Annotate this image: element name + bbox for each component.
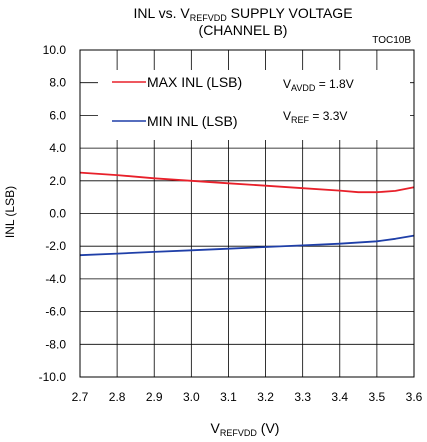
x-tick-label: 3.3 [294, 390, 311, 404]
x-tick-label: 2.8 [109, 390, 126, 404]
x-tick-label: 3.0 [183, 390, 200, 404]
chart-title-sub: REFVDD [190, 13, 228, 23]
y-tick-label: -8.0 [45, 337, 66, 351]
y-tick-label: -4.0 [45, 272, 66, 286]
y-tick-label: -6.0 [45, 305, 66, 319]
chart-title: INL vs. VREFVDD SUPPLY VOLTAGE [133, 5, 352, 23]
x-tick-label: 3.4 [331, 390, 348, 404]
x-tick-label: 3.6 [406, 390, 423, 404]
x-tick-label: 2.7 [72, 390, 89, 404]
y-tick-label: 8.0 [49, 76, 66, 90]
series-line-min-inl [79, 234, 415, 257]
chart-title-rest: SUPPLY VOLTAGE [227, 5, 353, 21]
y-axis-label: INL (LSB) [3, 186, 17, 238]
annotation-vavdd-rest: = 1.8V [315, 77, 353, 91]
annotation-vref-main: V [283, 109, 291, 123]
y-tick-label: 0.0 [49, 207, 66, 221]
y-tick-label: -10.0 [39, 370, 67, 384]
annotation-vavdd-main: V [283, 77, 291, 91]
annotation-vavdd: VAVDD = 1.8V [283, 77, 354, 93]
y-tick-label: 6.0 [49, 108, 66, 122]
x-tick-labels: 2.7 2.8 2.9 3.0 3.1 3.2 3.3 3.4 3.5 3.6 [72, 390, 423, 404]
chart-code: TOC10B [372, 35, 411, 46]
annotation-vref-sub: REF [291, 115, 310, 125]
x-tick-label: 2.9 [146, 390, 163, 404]
series-lines [79, 171, 415, 257]
y-tick-labels: -10.0 -8.0 -6.0 -4.0 -2.0 0.0 2.0 4.0 6.0 8.0 10.0 [39, 43, 67, 384]
legend-label-min: MIN INL (LSB) [147, 113, 238, 129]
annotation-vref: VREF = 3.3V [283, 109, 347, 125]
y-tick-label: 4.0 [49, 141, 66, 155]
y-tick-label: 2.0 [49, 174, 66, 188]
series-line-max-inl [79, 171, 415, 194]
x-tick-label: 3.2 [257, 390, 274, 404]
x-tick-label: 3.1 [220, 390, 237, 404]
x-axis-label-rest: (V) [257, 420, 280, 436]
annotation-vref-rest: = 3.3V [309, 109, 347, 123]
chart-title-main: INL vs. V [133, 5, 190, 21]
x-axis-label-sub: REFVDD [220, 428, 258, 438]
chart-title-line2: (CHANNEL B) [199, 22, 288, 38]
y-tick-label: 10.0 [43, 43, 67, 57]
plot-frame [79, 49, 415, 378]
annotation-vavdd-sub: AVDD [291, 83, 316, 93]
legend-label-max: MAX INL (LSB) [147, 74, 242, 90]
x-tick-label: 3.5 [369, 390, 386, 404]
legend-background [98, 70, 410, 140]
x-axis-label-main: V [211, 420, 221, 436]
y-tick-label: -2.0 [45, 239, 66, 253]
x-axis-label: VREFVDD (V) [211, 420, 280, 438]
